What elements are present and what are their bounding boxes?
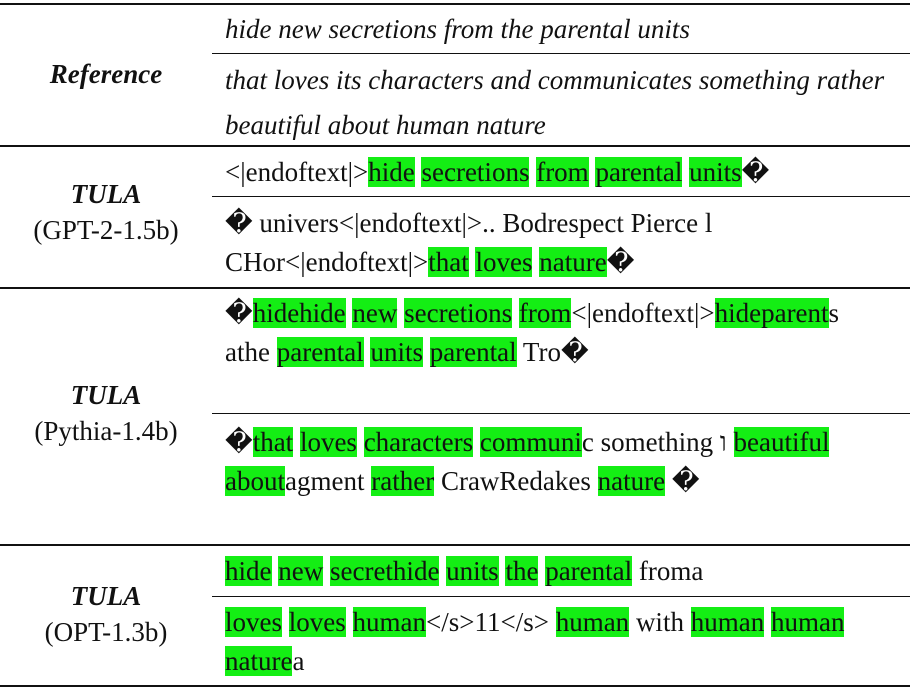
reference-text-2: that loves its characters and communicat… (225, 65, 885, 140)
token: c something ו (581, 427, 734, 457)
highlighted-token: units (370, 337, 423, 367)
highlighted-token: new (278, 556, 324, 586)
pythia-output-2: �that loves characters communic somethin… (225, 423, 890, 501)
rule-ref-inner (212, 53, 910, 54)
gpt2-model-label: TULA (70, 179, 142, 209)
token (473, 427, 480, 457)
rule-pythia-bottom (0, 544, 910, 546)
highlighted-token: loves (299, 427, 357, 457)
pythia-label-cell: TULA (Pythia-1.4b) (0, 377, 212, 449)
token (293, 427, 300, 457)
token (323, 556, 330, 586)
token: Tro� (516, 337, 589, 367)
highlighted-token: from (536, 157, 589, 187)
highlighted-token: nature (597, 466, 666, 496)
pythia-model-sub: (Pythia-1.4b) (34, 416, 178, 446)
gpt2-output-1: <|endoftext|>hide secretions from parent… (225, 153, 905, 192)
token (512, 298, 519, 328)
reference-label-cell: Reference (0, 56, 212, 92)
opt-model-label: TULA (70, 581, 142, 611)
highlighted-token: parental (276, 337, 364, 367)
highlighted-token: communi (479, 427, 582, 457)
rule-ref-bottom (0, 145, 910, 147)
highlighted-token: hide (225, 556, 272, 586)
highlighted-token: that (252, 427, 294, 457)
opt-label-cell: TULA (OPT-1.3b) (0, 578, 212, 650)
token: with (629, 607, 691, 637)
token (764, 607, 771, 637)
token (282, 607, 289, 637)
highlighted-token: from (518, 298, 572, 328)
gpt2-label-cell: TULA (GPT-2-1.5b) (0, 176, 212, 248)
gpt2-model-sub: (GPT-2-1.5b) (33, 215, 179, 245)
token: </s>11</s> (426, 607, 556, 637)
highlighted-token: units (689, 157, 742, 187)
highlighted-token: nature (539, 247, 607, 277)
token: a (292, 646, 305, 676)
highlighted-token: parental (429, 337, 517, 367)
token: <|endoftext|> (225, 157, 369, 187)
highlighted-token: parental (595, 157, 683, 187)
highlighted-token: that (428, 247, 469, 277)
token: s athe (225, 298, 840, 367)
opt-output-2: loves loves human</s>11</s> human with h… (225, 603, 905, 681)
highlighted-token: about (225, 466, 285, 496)
rule-gpt2-inner (212, 196, 910, 197)
highlighted-token: new (352, 298, 398, 328)
rule-bottom (0, 685, 910, 687)
token: CrawRedakes (434, 466, 598, 496)
highlighted-token: loves (225, 607, 282, 637)
token: � (665, 466, 700, 496)
highlighted-token: human (770, 607, 845, 637)
highlighted-token: human (690, 607, 765, 637)
highlighted-token: rather (371, 466, 435, 496)
highlighted-token: hide (368, 157, 415, 187)
rule-opt-inner (212, 596, 910, 597)
pythia-model-label: TULA (70, 380, 142, 410)
token: agment (285, 466, 372, 496)
rule-gpt2-bottom (0, 287, 910, 289)
reference-label: Reference (49, 59, 163, 89)
token: � (741, 157, 770, 187)
highlighted-token: secrethide (329, 556, 440, 586)
opt-model-sub: (OPT-1.3b) (44, 617, 168, 647)
highlighted-token: the (505, 556, 539, 586)
opt-output-1: hide new secrethide units the parental f… (225, 552, 905, 591)
token (357, 427, 364, 457)
token: froma (632, 556, 704, 586)
token: � (225, 298, 253, 328)
highlighted-token: loves (288, 607, 346, 637)
pythia-output-1: �hidehide new secretions from<|endoftext… (225, 294, 875, 372)
rule-top (0, 3, 910, 5)
highlighted-token: hidehide (252, 298, 346, 328)
token (423, 337, 430, 367)
highlighted-token: human (555, 607, 630, 637)
highlighted-token: parental (545, 556, 633, 586)
gpt2-output-2: � univers<|endoftext|>.. Bodrespect Pier… (225, 204, 905, 282)
highlighted-token: nature (225, 646, 293, 676)
highlighted-token: beautiful (733, 427, 830, 457)
highlighted-token: units (446, 556, 499, 586)
token: � (606, 247, 635, 277)
reference-text-1: hide new secretions from the parental un… (225, 14, 690, 44)
rule-pythia-inner (212, 413, 910, 414)
highlighted-token: human (352, 607, 426, 637)
highlighted-token: loves (475, 247, 533, 277)
highlighted-token: hideparent (714, 298, 829, 328)
highlighted-token: secretions (421, 157, 530, 187)
highlighted-token: secretions (404, 298, 513, 328)
token: � (225, 427, 253, 457)
highlighted-token: characters (363, 427, 474, 457)
token (346, 607, 353, 637)
token: � univers<|endoftext|>.. Bodrespect Pier… (225, 208, 713, 277)
token: <|endoftext|> (571, 298, 715, 328)
